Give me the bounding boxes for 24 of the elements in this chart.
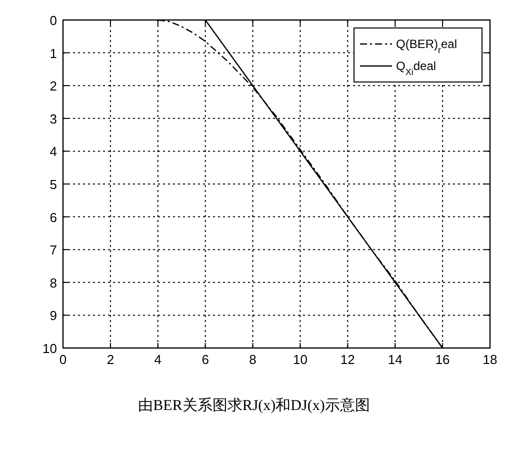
y-tick-label: 7	[50, 242, 57, 258]
y-tick-label: 3	[50, 111, 57, 126]
x-tick-label: 14	[388, 352, 402, 367]
legend-label: Q(BER)$_{r}$eal	[396, 37, 458, 55]
x-tick-label: 0	[59, 352, 67, 367]
y-tick-label: 2	[50, 78, 57, 94]
x-tick-label: 4	[154, 352, 162, 367]
x-tick-label: 16	[435, 352, 450, 367]
y-tick-label: 9	[50, 308, 57, 324]
y-tick-label: 5	[50, 177, 57, 192]
x-tick-label: 18	[482, 352, 498, 367]
y-tick-label: 6	[50, 210, 57, 225]
x-tick-label: 12	[340, 352, 355, 367]
y-tick-label: 8	[50, 275, 57, 290]
legend-label: Q$_{Xi}$deal	[396, 59, 436, 77]
x-tick-label: 10	[292, 352, 308, 367]
x-tick-label: 8	[249, 352, 256, 367]
x-tick-label: 6	[202, 352, 209, 367]
y-tick-label: 10	[42, 341, 57, 356]
text: 由BER关系图求RJ(x)和DJ(x)示意图	[138, 397, 370, 414]
y-tick-label: 4	[50, 144, 57, 160]
y-tick-label: 1	[50, 46, 57, 61]
x-tick-label: 2	[106, 352, 114, 367]
y-tick-label: 0	[50, 13, 57, 28]
